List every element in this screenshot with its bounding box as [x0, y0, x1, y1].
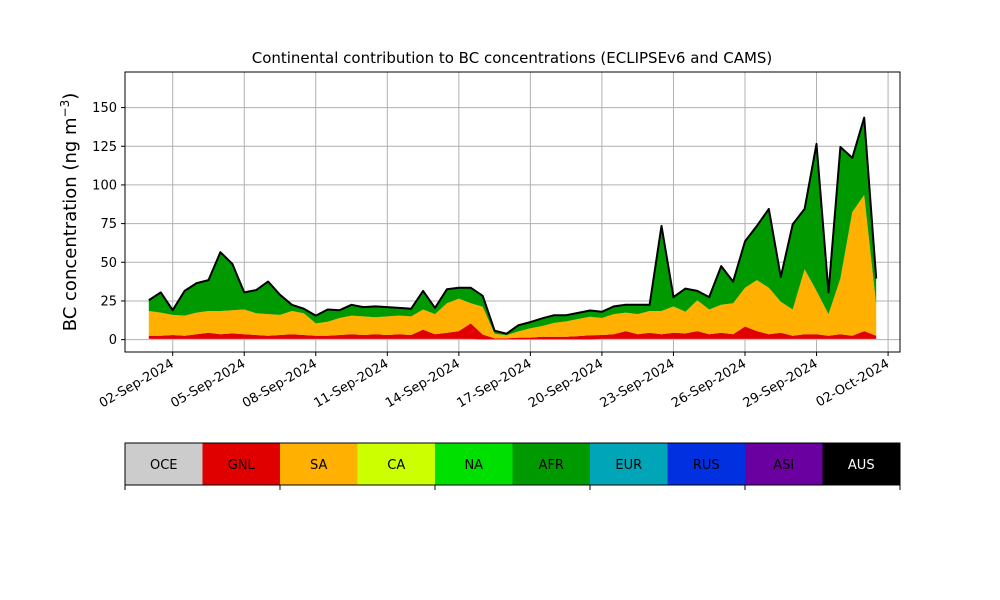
x-tick-label: 23-Sep-2024 — [598, 356, 678, 411]
y-tick-label: 0 — [109, 333, 117, 348]
legend-swatch-asi — [745, 443, 823, 485]
legend-label-ca: CA — [387, 458, 405, 473]
y-axis-label: BC concentration (ng m−3) — [58, 93, 81, 332]
legend-swatch-sa — [280, 443, 358, 485]
area-gnl — [148, 323, 877, 340]
legend-frame — [124, 442, 901, 486]
total-line — [148, 116, 878, 335]
legend-swatch-eur — [590, 443, 668, 485]
legend-label-rus: RUS — [693, 458, 720, 473]
total-outline — [148, 116, 878, 335]
legend-label-sa: SA — [310, 458, 327, 473]
stacked-areas — [148, 117, 877, 340]
y-tick-label: 150 — [92, 101, 117, 116]
legend-label-eur: EUR — [615, 458, 642, 473]
x-tick-label: 08-Sep-2024 — [240, 356, 320, 411]
x-tick-label: 02-Sep-2024 — [97, 356, 177, 411]
x-tick-label: 26-Sep-2024 — [669, 356, 749, 411]
legend-swatch-afr — [512, 443, 590, 485]
y-axis: 0 25 50 75 100 125 150 — [92, 101, 125, 348]
grid — [125, 72, 900, 352]
plot-frame — [124, 71, 901, 353]
area-sa — [148, 195, 877, 339]
y-tick-label: 25 — [100, 294, 117, 309]
legend-swatch-na — [435, 443, 513, 485]
legend-swatch-gnl — [202, 443, 280, 485]
legend-label-gnl: GNL — [228, 458, 256, 473]
legend-label-oce: OCE — [150, 458, 178, 473]
legend-swatch-oce — [125, 443, 203, 485]
y-tick-label: 125 — [92, 140, 117, 155]
y-axis-label-close: ) — [60, 93, 81, 100]
y-axis-label-main: BC concentration (ng m — [60, 117, 81, 331]
legend-swatch-rus — [667, 443, 745, 485]
legend: OCE GNL SA CA NA AFR EUR RUS ASI AUS — [124, 442, 901, 490]
x-tick-label: 20-Sep-2024 — [526, 356, 606, 411]
y-tick-label: 100 — [92, 178, 117, 193]
legend-swatch-aus — [822, 443, 900, 485]
legend-label-asi: ASI — [773, 458, 794, 473]
y-axis-label-superscript: −3 — [58, 100, 72, 118]
x-tick-label: 05-Sep-2024 — [168, 356, 248, 411]
area-oce — [148, 338, 877, 340]
y-tick-label: 75 — [100, 217, 117, 232]
x-tick-label: 17-Sep-2024 — [455, 356, 535, 411]
legend-swatch-ca — [357, 443, 435, 485]
x-tick-label: 14-Sep-2024 — [383, 356, 463, 411]
legend-label-afr: AFR — [539, 458, 564, 473]
x-tick-label: 29-Sep-2024 — [741, 356, 821, 411]
legend-label-aus: AUS — [848, 458, 875, 473]
y-tick-label: 50 — [100, 256, 117, 271]
chart-title: Continental contribution to BC concentra… — [252, 49, 773, 67]
legend-label-na: NA — [464, 458, 483, 473]
x-axis: 02-Sep-202405-Sep-202408-Sep-202411-Sep-… — [97, 352, 892, 411]
x-tick-label: 02-Oct-2024 — [814, 356, 892, 410]
x-tick-label: 11-Sep-2024 — [311, 356, 391, 411]
